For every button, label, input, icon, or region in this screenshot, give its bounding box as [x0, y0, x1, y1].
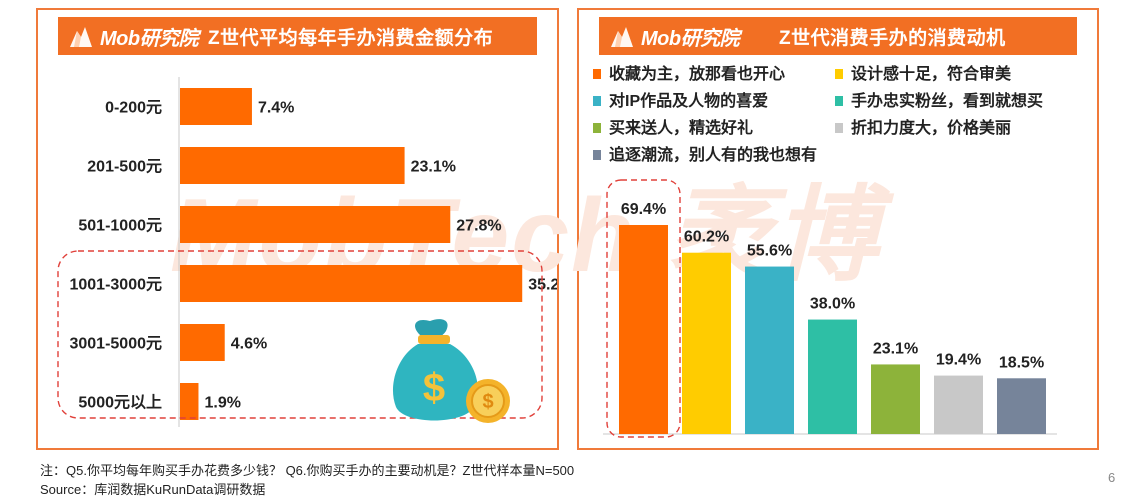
legend-swatch	[835, 123, 843, 133]
dollar-sign-icon: $	[423, 366, 445, 410]
data-label: 38.0%	[810, 296, 855, 313]
category-label: 0-200元	[105, 100, 162, 117]
data-label: 27.8%	[456, 218, 501, 235]
legend-swatch	[593, 69, 601, 79]
legend-label: 买来送人，精选好礼	[609, 118, 753, 137]
money-bag-body	[392, 344, 478, 421]
amount-chart-title: Z世代平均每年手办消费金额分布	[208, 27, 494, 49]
legend-swatch	[593, 96, 601, 106]
legend-label: 追逐潮流，别人有的我也想有	[609, 145, 817, 164]
amount-panel-header: Mob研究院 Z世代平均每年手办消费金额分布	[58, 17, 537, 55]
bar	[934, 375, 983, 434]
dollar-coin-icon: $	[466, 379, 510, 423]
money-bag-icon: $	[392, 319, 478, 421]
coin-dollar-sign: $	[482, 391, 493, 413]
category-label: 5000元以上	[78, 394, 162, 412]
motivation-chart-title: Z世代消费手办的消费动机	[779, 27, 1006, 49]
legend-label: 设计感十足，符合审美	[851, 64, 1012, 83]
data-label: 55.6%	[747, 243, 792, 260]
data-label: 23.1%	[873, 340, 918, 357]
money-bag-top	[415, 319, 448, 339]
coin-inner	[471, 384, 505, 418]
category-label: 1001-3000元	[69, 277, 162, 294]
data-label: 35.2%	[528, 277, 557, 294]
bar	[180, 88, 252, 125]
legend-label: 手办忠实粉丝，看到就想买	[851, 91, 1043, 110]
bar	[745, 266, 794, 434]
data-label: 23.1%	[411, 159, 456, 176]
highlight-frame	[606, 179, 681, 438]
brand-text: Mob研究院	[641, 27, 740, 50]
brand-logo: Mob研究院	[58, 22, 208, 51]
data-label: 69.4%	[621, 201, 666, 218]
legend-swatch	[835, 69, 843, 79]
survey-note: 注：Q5.你平均每年购买手办花费多少钱？ Q6.你购买手办的主要动机是？Z世代样…	[40, 463, 575, 478]
legend-swatch	[593, 150, 601, 160]
data-label: 7.4%	[258, 100, 294, 117]
money-bag-tie	[418, 335, 450, 344]
motivation-panel-header: Mob研究院 Z世代消费手办的消费动机	[599, 17, 1077, 55]
bar	[871, 364, 920, 434]
brand-logo-icon	[611, 27, 633, 47]
data-label: 60.2%	[684, 229, 729, 246]
brand-logo: Mob研究院	[599, 22, 749, 51]
data-label: 18.5%	[999, 354, 1044, 371]
legend-label: 折扣力度大，价格美丽	[851, 118, 1011, 137]
legend-label: 对IP作品及人物的喜爱	[609, 91, 768, 110]
category-label: 201-500元	[87, 159, 162, 176]
bar	[180, 147, 405, 184]
legend-swatch	[835, 96, 843, 106]
bar	[682, 252, 731, 434]
highlight-frame	[57, 250, 543, 419]
category-label: 3001-5000元	[69, 336, 162, 353]
legend-label: 收藏为主，放那看也开心	[609, 64, 785, 83]
data-source: Source：库润数据KuRunData调研数据	[40, 482, 266, 497]
data-label: 4.6%	[231, 336, 267, 353]
bar	[180, 383, 199, 420]
bar	[180, 265, 523, 302]
page-number: 6	[1108, 470, 1116, 485]
data-label: 19.4%	[936, 352, 981, 369]
bar	[180, 324, 225, 361]
brand-logo-icon	[70, 27, 92, 47]
data-label: 1.9%	[204, 395, 240, 412]
bar	[808, 319, 857, 434]
amount-distribution-panel: Mob研究院 Z世代平均每年手办消费金额分布	[36, 8, 559, 450]
bar	[180, 206, 451, 243]
bar	[619, 225, 668, 434]
category-label: 501-1000元	[78, 218, 162, 235]
legend-swatch	[593, 123, 601, 133]
bar	[997, 378, 1046, 434]
brand-text: Mob研究院	[100, 27, 199, 50]
amount-bar-chart: 0-200元 7.4% 201-500元 23.1% 501-1000元 27.8% 100…	[57, 77, 557, 427]
